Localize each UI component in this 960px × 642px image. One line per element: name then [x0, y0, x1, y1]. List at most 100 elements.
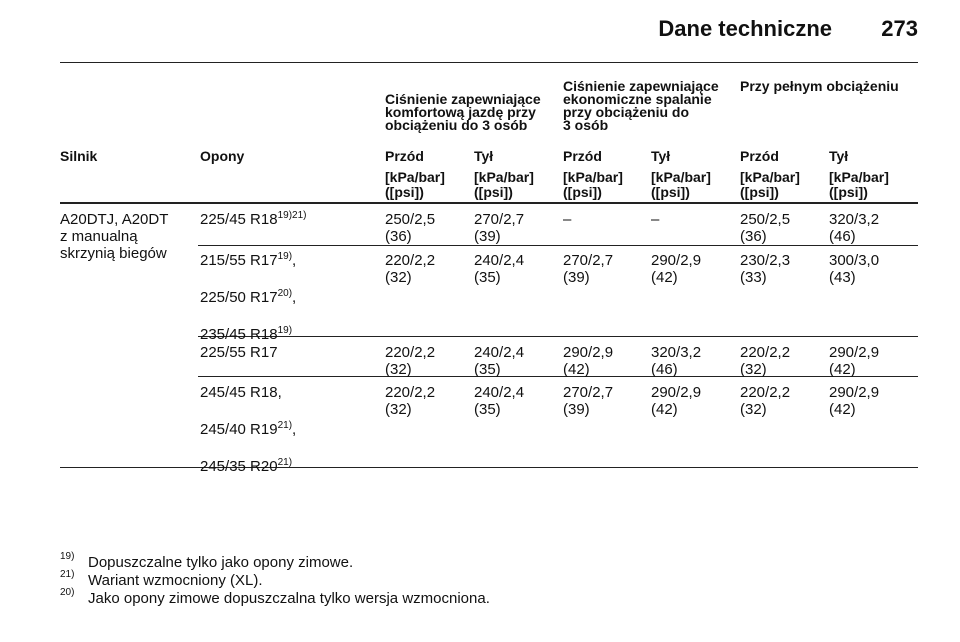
pressure: (35)	[474, 401, 501, 418]
pressure: 320/3,2	[829, 211, 880, 228]
footnote-text: Jako opony zimowe dopuszczalna tylko wer…	[88, 590, 490, 607]
pressure: (39)	[563, 401, 590, 418]
pressure: 220/2,2	[740, 344, 791, 361]
group-header: przy obciążeniu do	[563, 104, 690, 120]
tire: 225/50 R1720),	[200, 288, 297, 307]
column-header: Tył	[829, 148, 849, 164]
footnote-ref: 20)	[277, 288, 293, 299]
tire: 225/55 R17	[200, 344, 278, 361]
group-header: obciążeniu do 3 osób	[385, 117, 528, 133]
unit-header: [kPa/bar]	[829, 169, 889, 185]
pressure: 220/2,2	[740, 384, 791, 401]
column-header: Opony	[200, 148, 245, 164]
pressure: 230/2,3	[740, 252, 791, 269]
punctuation: ,	[292, 421, 297, 438]
pressure: 240/2,4	[474, 344, 525, 361]
unit-header: ([psi])	[740, 184, 779, 200]
rule	[60, 62, 918, 63]
pressure: 270/2,7	[474, 211, 525, 228]
rule	[198, 245, 918, 246]
unit-header: ([psi])	[829, 184, 868, 200]
pressure: (46)	[829, 228, 856, 245]
pressure: (42)	[651, 401, 678, 418]
unit-header: [kPa/bar]	[474, 169, 534, 185]
pressure: 290/2,9	[563, 344, 614, 361]
pressure: 250/2,5	[740, 211, 791, 228]
tire: 245/45 R18,	[200, 384, 282, 401]
column-header: Przód	[385, 148, 424, 164]
footnote-mark: 20)	[60, 587, 75, 598]
pressure: 240/2,4	[474, 384, 525, 401]
unit-header: ([psi])	[385, 184, 424, 200]
rule	[198, 336, 918, 337]
tire-size: 225/45 R18	[200, 211, 278, 228]
pressure: (32)	[740, 361, 767, 378]
tire: 245/35 R2021)	[200, 457, 293, 476]
footnote-ref: 19)	[277, 251, 293, 262]
column-header: Silnik	[60, 148, 98, 164]
pressure: (33)	[740, 269, 767, 286]
pressure: (39)	[474, 228, 501, 245]
tire-size: 225/55 R17	[200, 344, 278, 361]
tire: 245/40 R1921),	[200, 420, 297, 439]
pressure: (35)	[474, 361, 501, 378]
tire-size: 225/50 R17	[200, 289, 278, 306]
pressure: (42)	[829, 401, 856, 418]
group-header: Ciśnienie zapewniające	[563, 78, 719, 94]
pressure: (42)	[829, 361, 856, 378]
pressure: (32)	[385, 361, 412, 378]
pressure: (36)	[740, 228, 767, 245]
group-header: komfortową jazdę przy	[385, 104, 536, 120]
page-number: 273	[881, 16, 918, 41]
pressure: 320/3,2	[651, 344, 702, 361]
engine: skrzynią biegów	[60, 245, 167, 262]
unit-header: [kPa/bar]	[563, 169, 623, 185]
pressure: 300/3,0	[829, 252, 880, 269]
pressure: (42)	[651, 269, 678, 286]
punctuation: ,	[292, 289, 297, 306]
pressure: 250/2,5	[385, 211, 436, 228]
pressure: 220/2,2	[385, 344, 436, 361]
footnote-text: Dopuszczalne tylko jako opony zimowe.	[88, 554, 354, 571]
pressure: (32)	[385, 401, 412, 418]
pressure: 240/2,4	[474, 252, 525, 269]
unit-header: ([psi])	[474, 184, 513, 200]
pressure: 270/2,7	[563, 252, 614, 269]
pressure: (39)	[563, 269, 590, 286]
pressure: 290/2,9	[829, 344, 880, 361]
engine: z manualną	[60, 228, 138, 245]
pressure: 220/2,2	[385, 252, 436, 269]
pressure: (43)	[829, 269, 856, 286]
group-header: Ciśnienie zapewniające	[385, 91, 541, 107]
footnote-ref: 21)	[277, 420, 293, 431]
pressure: 220/2,2	[385, 384, 436, 401]
rule	[60, 202, 918, 204]
tire-size: 215/55 R17	[200, 252, 278, 269]
pressure: (36)	[385, 228, 412, 245]
unit-header: ([psi])	[651, 184, 690, 200]
tire: 235/45 R1819)	[200, 325, 293, 344]
pressure: (32)	[740, 401, 767, 418]
pressure: 270/2,7	[563, 384, 614, 401]
footnote-ref: 19)	[277, 325, 293, 336]
pressure: (32)	[385, 269, 412, 286]
footnote-mark: 19)	[60, 551, 75, 562]
unit-header: [kPa/bar]	[651, 169, 711, 185]
footnote-ref: 21)	[277, 457, 293, 468]
unit-header: [kPa/bar]	[740, 169, 800, 185]
column-header: Tył	[474, 148, 494, 164]
group-header: 3 osób	[563, 117, 609, 133]
pressure: –	[651, 211, 660, 228]
tire-size: 245/35 R20	[200, 458, 278, 475]
tire-size: 235/45 R18	[200, 326, 278, 343]
footnote-ref: 19)21)	[277, 210, 307, 221]
pressure: (42)	[563, 361, 590, 378]
engine: A20DTJ, A20DT	[60, 211, 169, 228]
group-header: ekonomiczne spalanie	[563, 91, 712, 107]
unit-header: ([psi])	[563, 184, 602, 200]
footnote-mark: 21)	[60, 569, 75, 580]
tire: 215/55 R1719),	[200, 251, 296, 270]
pressure: –	[563, 211, 572, 228]
column-header: Przód	[740, 148, 779, 164]
column-header: Tył	[651, 148, 671, 164]
